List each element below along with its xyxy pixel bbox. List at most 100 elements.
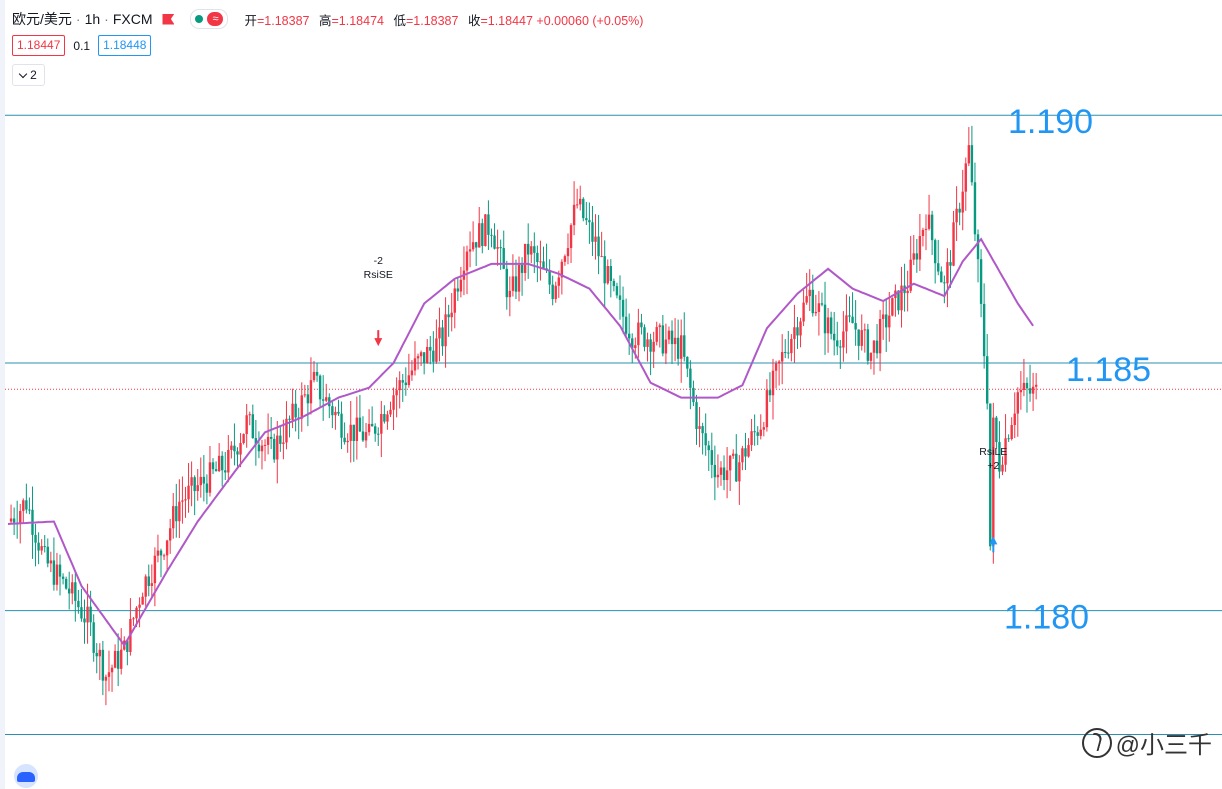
candle-body bbox=[909, 259, 912, 291]
candle-body bbox=[921, 229, 925, 237]
candle-body bbox=[741, 448, 744, 463]
candle-body bbox=[190, 477, 193, 486]
candle-body bbox=[955, 208, 958, 223]
candle-body bbox=[389, 409, 392, 415]
candle-body bbox=[211, 462, 215, 470]
candle-body bbox=[627, 333, 631, 339]
candle-body bbox=[202, 476, 206, 484]
level-label: 1.185 bbox=[1066, 351, 1151, 389]
buy-price-button[interactable]: 1.18448 bbox=[98, 35, 152, 56]
candle-body bbox=[676, 337, 680, 359]
candle-body bbox=[251, 414, 254, 439]
candle-body bbox=[364, 432, 368, 441]
candle-body bbox=[318, 375, 322, 400]
sell-price-button[interactable]: 1.18447 bbox=[12, 35, 66, 56]
candle-body bbox=[236, 451, 239, 455]
candle-body bbox=[826, 317, 830, 334]
candle-body bbox=[74, 582, 77, 601]
signal-quantity: -2 bbox=[374, 255, 383, 267]
candle-body bbox=[120, 649, 123, 669]
candle-body bbox=[104, 676, 108, 681]
candle-body bbox=[802, 302, 805, 322]
candle-body bbox=[998, 442, 1001, 472]
candle-body bbox=[468, 249, 472, 252]
candle-body bbox=[404, 382, 407, 386]
candle-body bbox=[857, 329, 860, 346]
tradingview-logo-icon[interactable] bbox=[14, 764, 38, 788]
candle-body bbox=[1025, 382, 1029, 389]
candle-body bbox=[303, 394, 307, 396]
candle-body bbox=[355, 417, 359, 441]
candle-body bbox=[603, 256, 606, 284]
candle-body bbox=[233, 445, 236, 452]
author-watermark: @小三千 bbox=[1081, 725, 1212, 760]
candle-body bbox=[961, 191, 964, 213]
candle-body bbox=[325, 397, 328, 401]
signal-name: RsiLE bbox=[979, 446, 1007, 458]
candle-body bbox=[398, 380, 401, 391]
candle-body bbox=[747, 445, 750, 457]
candle-body bbox=[141, 596, 144, 605]
candle-body bbox=[282, 442, 285, 444]
candle-body bbox=[680, 335, 683, 359]
candle-body bbox=[670, 330, 674, 345]
candle-body bbox=[273, 438, 276, 460]
candle-body bbox=[701, 426, 704, 434]
candle-body bbox=[331, 406, 334, 416]
candle-body bbox=[869, 352, 873, 361]
interval-label[interactable]: 1h bbox=[84, 11, 101, 27]
indicators-collapse-button[interactable]: 2 bbox=[12, 64, 45, 86]
candle-body bbox=[728, 455, 732, 471]
candle-body bbox=[22, 500, 25, 511]
candle-body bbox=[885, 314, 888, 328]
candle-body bbox=[352, 424, 355, 441]
candle-body bbox=[1007, 438, 1010, 440]
candle-body bbox=[147, 576, 150, 586]
candle-body bbox=[811, 289, 814, 314]
candle-body bbox=[61, 576, 65, 579]
candle-body bbox=[386, 414, 389, 422]
candle-body bbox=[762, 427, 766, 430]
candle-body bbox=[579, 198, 582, 205]
candle-body bbox=[900, 285, 903, 311]
candle-body bbox=[263, 444, 267, 446]
candle-body bbox=[279, 435, 282, 444]
candle-body bbox=[68, 588, 71, 594]
candle-body bbox=[839, 346, 842, 348]
candle-body bbox=[254, 438, 258, 445]
candle-body bbox=[970, 145, 974, 183]
candle-body bbox=[175, 506, 178, 522]
candle-body bbox=[291, 403, 294, 420]
candle-body bbox=[453, 288, 456, 313]
indicators-count: 2 bbox=[30, 68, 37, 82]
candle-body bbox=[655, 327, 658, 342]
candle-body bbox=[490, 234, 493, 236]
candle-body bbox=[294, 403, 297, 418]
candle-body bbox=[738, 462, 741, 482]
candle-body bbox=[820, 303, 824, 305]
candle-body bbox=[465, 251, 469, 271]
candle-body bbox=[805, 296, 808, 303]
candle-body bbox=[866, 329, 870, 361]
candle-body bbox=[695, 402, 698, 429]
candle-body bbox=[77, 600, 80, 608]
candle-body bbox=[848, 315, 851, 317]
separator-dot: · bbox=[104, 11, 109, 27]
candle-body bbox=[784, 352, 787, 354]
flag-icon[interactable] bbox=[162, 14, 174, 25]
candle-body bbox=[888, 315, 891, 328]
candle-body bbox=[933, 240, 937, 264]
candle-body bbox=[1010, 425, 1013, 440]
market-status-pill[interactable]: ≈ bbox=[190, 9, 229, 29]
market-open-dot-icon bbox=[195, 15, 204, 23]
candle-body bbox=[196, 485, 199, 492]
candle-body bbox=[940, 271, 943, 283]
candle-body bbox=[533, 246, 536, 253]
candle-body bbox=[419, 352, 423, 357]
symbol-name[interactable]: 欧元/美元 bbox=[12, 11, 72, 27]
candle-body bbox=[878, 318, 882, 354]
candle-body bbox=[891, 298, 894, 316]
candle-body bbox=[759, 429, 762, 436]
candle-body bbox=[814, 311, 818, 314]
